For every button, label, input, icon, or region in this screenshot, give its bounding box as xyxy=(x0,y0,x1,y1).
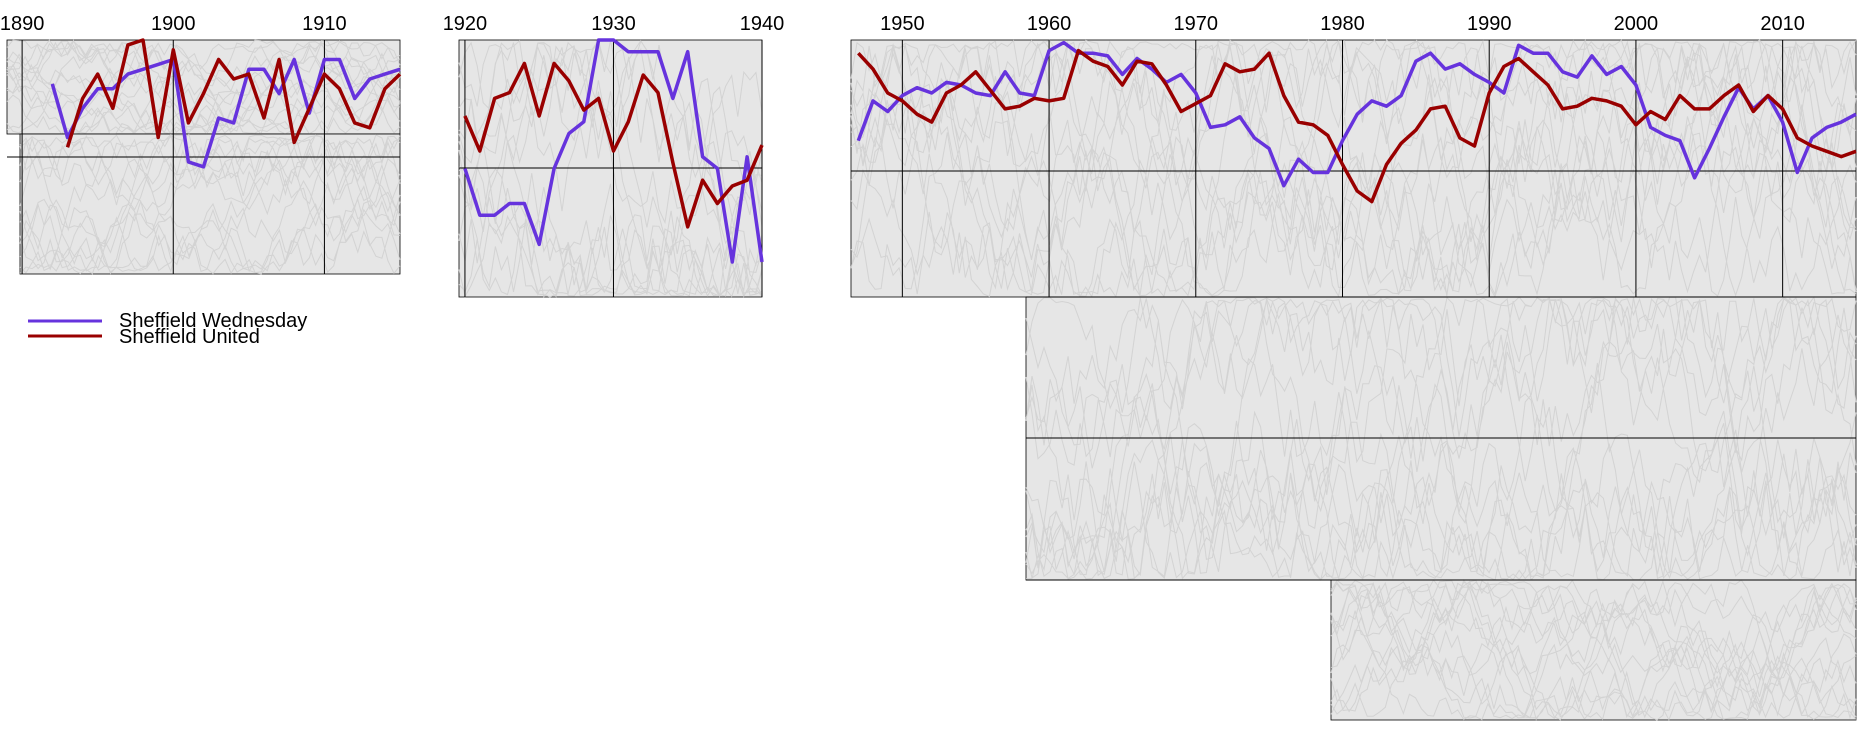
panel-2-series-sheffield-united xyxy=(463,61,764,229)
panel-3-tick-label-1980: 1980 xyxy=(1320,13,1365,35)
panel-3-tick-label-2010: 2010 xyxy=(1760,13,1805,35)
panel-1-tick-label-1900: 1900 xyxy=(151,13,196,35)
panel-1-series-sheffield-united xyxy=(65,38,402,148)
grid-layer xyxy=(7,40,1856,581)
panel-3-tick-label-1990: 1990 xyxy=(1467,13,1512,35)
legend-label-sheffield-wednesday: Sheffield Wednesday xyxy=(119,310,307,332)
panel-3-tick-label-1960: 1960 xyxy=(1027,13,1072,35)
panel-2-series-sheffield-wednesday xyxy=(463,38,764,264)
legend-label-sheffield-united: Sheffield United xyxy=(119,326,260,348)
panel-3-tick-label-1970: 1970 xyxy=(1174,13,1219,35)
panel-2-texture-1 xyxy=(458,39,763,299)
panel-1-texture-2 xyxy=(19,133,401,275)
series-layer xyxy=(50,38,1857,264)
panel-2-tick-label-1940: 1940 xyxy=(740,13,785,35)
panel-1-tick-label-1910: 1910 xyxy=(302,13,347,35)
panel-1-background-1 xyxy=(6,39,401,135)
legend: Sheffield Wednesday Sheffield United xyxy=(28,310,307,348)
panel-3-series-sheffield-wednesday xyxy=(856,40,1857,188)
panel-3-texture-3 xyxy=(1330,578,1857,722)
tick-layer: 1890 1900 1910 1920 1930 1940 1950 1960 1970 1980… xyxy=(0,13,1805,35)
background-layer xyxy=(6,39,1857,722)
panel-1-tick-label-1890: 1890 xyxy=(0,13,44,35)
panel-3-series-sheffield-united xyxy=(857,48,1857,204)
panel-3-tick-label-1950: 1950 xyxy=(880,13,925,35)
panel-3-texture-1 xyxy=(850,39,1857,299)
panel-2-tick-label-1920: 1920 xyxy=(443,13,488,35)
panel-2-tick-label-1930: 1930 xyxy=(591,13,636,35)
panel-3-tick-label-2000: 2000 xyxy=(1614,13,1659,35)
panel-1-series-sheffield-wednesday xyxy=(50,57,401,169)
